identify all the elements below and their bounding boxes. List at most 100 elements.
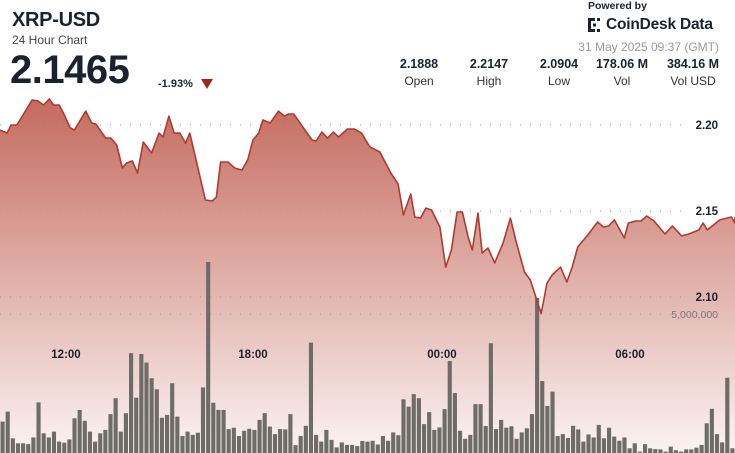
volume-bar <box>411 394 416 453</box>
volume-bar <box>457 430 463 453</box>
volume-bar <box>36 402 41 453</box>
volume-bar <box>164 414 170 453</box>
stat-value: 384.16 M <box>666 57 720 71</box>
volume-bar <box>607 427 612 453</box>
volume-bar <box>648 448 653 453</box>
volume-bar <box>627 448 632 453</box>
volume-bar <box>170 383 175 453</box>
volume-bar <box>87 431 93 453</box>
volume-bar <box>206 262 211 453</box>
x-tick-label: 00:00 <box>427 349 456 361</box>
x-tick-label: 06:00 <box>615 349 644 361</box>
price-change: -1.93% <box>158 78 193 90</box>
price-line <box>0 98 735 315</box>
chart-subtitle: 24 Hour Chart <box>12 33 88 47</box>
volume-bar <box>247 428 252 453</box>
volume-bar <box>509 426 514 453</box>
volume-bar <box>103 429 108 453</box>
volume-bar <box>334 447 339 453</box>
volume-bar <box>278 429 283 453</box>
volume-bar <box>252 429 257 453</box>
volume-bar <box>591 437 596 453</box>
volume-bar <box>51 431 57 453</box>
volume-bar <box>21 443 26 453</box>
timestamp: 31 May 2025 09:37 (GMT) <box>578 40 719 54</box>
stat-value: 2.0904 <box>539 57 579 71</box>
y-tick-label: 2.10 <box>696 292 718 304</box>
stat-label: Open <box>404 74 434 88</box>
volume-bar <box>416 398 421 453</box>
volume-bar <box>5 411 10 453</box>
volume-bar <box>437 427 442 453</box>
volume-bar <box>195 432 200 453</box>
volume-bar <box>673 450 678 453</box>
volume-bar <box>684 449 689 453</box>
volume-bar <box>319 441 324 453</box>
volume-bar <box>658 449 663 453</box>
volume-bar <box>329 439 334 453</box>
volume-bar <box>452 393 457 453</box>
volume-bars <box>0 262 735 453</box>
volume-bar <box>288 414 293 453</box>
symbol-title: XRP-USD <box>12 9 100 31</box>
volume-bar <box>26 444 31 453</box>
volume-bar <box>581 441 586 453</box>
volume-bar <box>653 449 658 453</box>
volume-bar <box>134 397 139 453</box>
volume-bar <box>314 434 319 453</box>
volume-bar <box>596 424 601 453</box>
volume-bar <box>350 444 355 453</box>
volume-bar <box>123 413 128 453</box>
volume-bar <box>617 440 622 453</box>
volume-bar <box>642 444 648 453</box>
volume-bar <box>473 404 478 453</box>
volume-bar <box>612 436 617 453</box>
volume-bar <box>154 389 159 453</box>
volume-bar <box>555 436 560 453</box>
volume-bar <box>139 354 144 453</box>
volume-bar <box>355 446 360 453</box>
volume-bar <box>231 427 236 453</box>
volume-bar <box>293 445 298 453</box>
volume-bar <box>689 449 694 453</box>
volume-bar <box>427 412 432 453</box>
volume-bar <box>637 451 642 453</box>
volume-bar <box>504 427 509 453</box>
volume-bar <box>524 428 529 453</box>
volume-bar <box>720 442 725 453</box>
volume-bar <box>704 423 709 453</box>
volume-bar <box>303 425 308 453</box>
volume-bar <box>339 442 344 453</box>
volume-bar <box>62 442 67 453</box>
volume-bar <box>550 391 555 453</box>
volume-bar <box>365 441 370 453</box>
volume-bar <box>514 438 519 453</box>
volume-bar <box>175 416 180 453</box>
stat-open: 2.1888 Open <box>384 57 454 88</box>
volume-bar <box>236 436 242 453</box>
volume-bar <box>468 434 473 453</box>
volume-bar <box>15 443 21 453</box>
volume-bar <box>360 441 365 453</box>
volume-bar <box>67 439 72 453</box>
volume-bar <box>298 436 303 453</box>
volume-bar <box>545 406 550 453</box>
volume-bar <box>463 438 468 453</box>
volume-bar <box>421 424 427 453</box>
y-tick-label: 2.15 <box>696 206 719 218</box>
volume-bar <box>401 399 406 453</box>
stat-vol: 178.06 M Vol <box>587 57 657 88</box>
volume-bar <box>529 414 535 453</box>
volume-bar <box>576 429 581 453</box>
volume-bar <box>72 418 77 453</box>
volume-bar <box>709 408 714 453</box>
y-tick-label: 2.20 <box>696 120 718 132</box>
volume-bar <box>57 441 62 453</box>
volume-bar <box>396 435 401 453</box>
volume-bar <box>535 297 540 453</box>
volume-bar <box>375 444 380 453</box>
volume-bar <box>730 448 735 453</box>
volume-bar <box>118 431 123 453</box>
volume-bar <box>77 409 82 453</box>
volume-bar <box>144 362 149 453</box>
